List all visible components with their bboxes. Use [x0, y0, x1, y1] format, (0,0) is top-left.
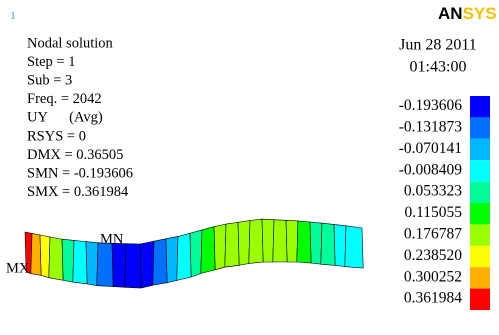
legend-label: -0.131873: [399, 118, 463, 135]
beam-element: [213, 223, 227, 271]
legend-label: -0.193606: [399, 97, 463, 114]
beam-element: [139, 240, 155, 289]
beam-element: [30, 233, 42, 276]
min-label: MN: [100, 231, 124, 247]
legend-swatch: [470, 224, 490, 246]
beam-element: [176, 232, 192, 281]
beam-element: [189, 229, 203, 278]
beam-element: [237, 220, 251, 266]
beam-element: [152, 238, 168, 286]
beam-element: [309, 221, 323, 265]
time: 01:43:00: [410, 59, 467, 76]
legend-swatch: [470, 117, 490, 139]
beam-element: [48, 236, 64, 281]
info-line: SMX = 0.361984: [27, 184, 129, 200]
legend: -0.193606 -0.131873 -0.070141 -0.008409 0.05…: [399, 96, 490, 310]
legend-label: 0.115055: [404, 204, 462, 221]
beam-element: [200, 226, 216, 274]
beam-element: [61, 238, 75, 283]
info-line: Freq. = 2042: [27, 91, 102, 107]
legend-label: 0.053323: [404, 183, 462, 200]
legend-label: -0.070141: [399, 140, 462, 157]
legend-swatch: [470, 181, 490, 203]
info-line: Sub = 3: [27, 73, 72, 89]
date: Jun 28 2011: [399, 37, 477, 54]
legend-swatch: [470, 138, 490, 161]
beam-element: [261, 218, 275, 263]
legend-swatch: [470, 203, 490, 225]
info-line: Nodal solution: [27, 35, 114, 51]
legend-swatch: [470, 96, 490, 118]
logo: ANSYS: [438, 4, 497, 23]
beam-element: [272, 219, 288, 263]
beam-element: [85, 241, 99, 287]
beam: [24, 218, 364, 289]
beam-element: [224, 221, 240, 268]
beam-element: [285, 219, 299, 263]
legend-label: 0.300252: [404, 268, 462, 285]
info-block: Nodal solution Step = 1 Sub = 3 Freq. = 204…: [27, 35, 133, 200]
beam-element: [165, 236, 179, 284]
logo-accent: SYS: [463, 4, 497, 23]
beam-element: [111, 242, 127, 288]
info-line: UY (Avg): [27, 110, 103, 126]
beam-element: [39, 234, 51, 279]
info-line: SMN = -0.193606: [27, 166, 133, 182]
beam-element: [320, 222, 336, 266]
beam-element: [72, 240, 88, 285]
legend-label: 0.238520: [404, 247, 462, 264]
legend-label: 0.361984: [404, 290, 462, 307]
beam-element: [248, 218, 264, 264]
beam-element: [124, 243, 142, 289]
beam-element: [333, 224, 347, 267]
beam-element: [296, 220, 312, 264]
legend-label: -0.008409: [399, 161, 463, 178]
legend-swatch: [470, 245, 490, 268]
legend-swatch: [470, 267, 490, 289]
logo-main: AN: [438, 4, 463, 23]
beam-element: [344, 225, 364, 269]
legend-swatch: [470, 288, 490, 310]
beam-element: [96, 242, 114, 287]
max-label: MX: [6, 260, 30, 276]
legend-label: 0.176787: [404, 225, 462, 242]
legend-swatch: [470, 160, 490, 182]
info-line: Step = 1: [27, 54, 75, 70]
window-number: 1: [10, 8, 16, 22]
info-line: DMX = 0.36505: [27, 147, 123, 163]
info-line: RSYS = 0: [27, 128, 86, 144]
